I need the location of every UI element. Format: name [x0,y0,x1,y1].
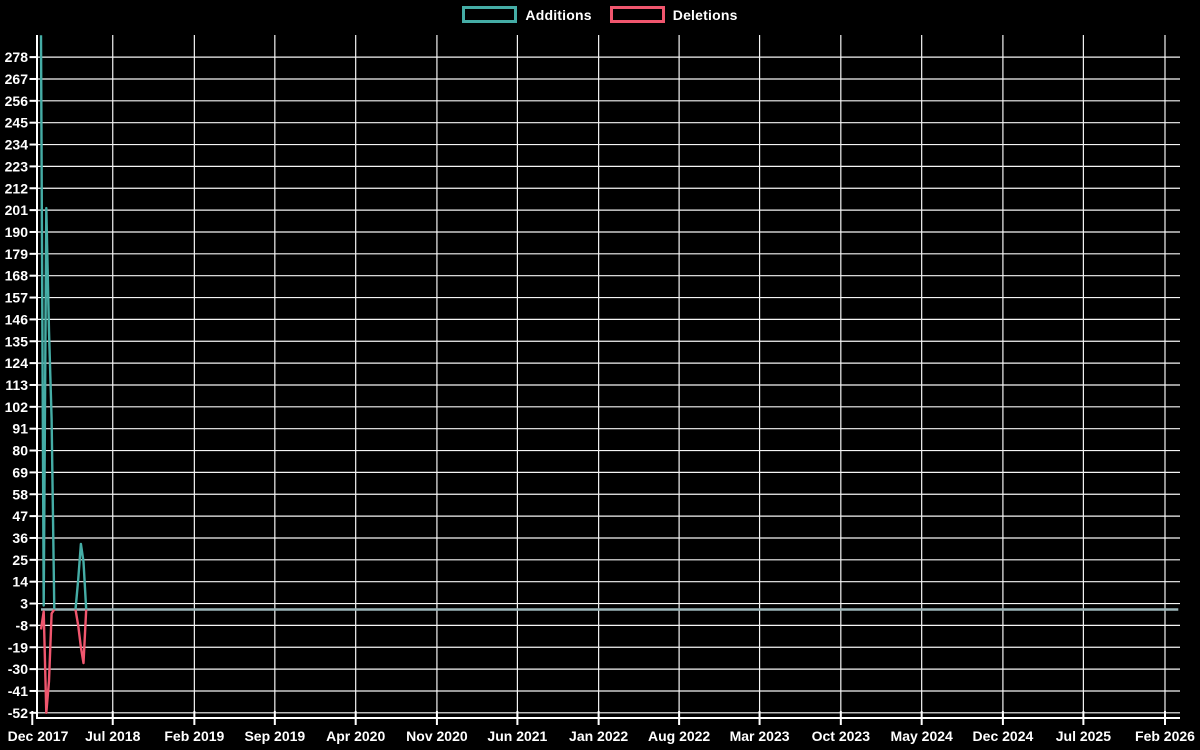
y-tick-label: 234 [5,137,29,153]
y-tick-label: 47 [12,508,28,524]
y-tick-label: 69 [12,464,28,480]
x-tick-label: Oct 2023 [812,728,871,744]
x-tick-label: Jan 2022 [569,728,628,744]
x-tick-label: Apr 2020 [326,728,385,744]
y-tick-label: 190 [5,224,29,240]
x-tick-label: Jun 2021 [487,728,547,744]
y-tick-label: 179 [5,246,29,262]
y-tick-label: 25 [12,552,28,568]
y-tick-label: -30 [8,661,28,677]
y-tick-label: -8 [16,617,29,633]
y-tick-label: 157 [5,290,29,306]
y-tick-label: 14 [12,574,28,590]
y-tick-label: 113 [5,377,28,393]
x-tick-label: Jul 2025 [1056,728,1111,744]
deletions-legend-label: Deletions [672,6,738,23]
y-tick-label: 267 [5,71,29,87]
additions-series-line [74,542,88,610]
y-tick-label: 146 [5,311,29,327]
y-tick-label: -52 [8,705,28,721]
y-tick-label: 91 [12,421,28,437]
y-tick-label: 168 [5,268,29,284]
additions-line-swatch [462,6,518,23]
y-tick-label: 80 [12,443,28,459]
x-tick-label: Jul 2018 [85,728,140,744]
y-tick-label: -41 [8,683,28,699]
y-tick-label: 223 [5,158,29,174]
y-tick-label: 245 [5,115,29,131]
y-tick-label: 201 [5,202,29,218]
y-tick-label: 36 [12,530,28,546]
additions-series-line [39,35,56,610]
deletions-series-line [74,609,88,665]
legend-item-additions: Additions [462,6,592,23]
deletions-series-line [39,608,56,714]
y-tick-label: 278 [5,49,29,65]
x-tick-label: Feb 2019 [164,728,224,744]
y-tick-label: 124 [5,355,29,371]
x-tick-label: Aug 2022 [648,728,710,744]
y-tick-label: 135 [5,333,29,349]
x-tick-label: May 2024 [891,728,953,744]
y-tick-label: 3 [20,596,28,612]
x-tick-label: Feb 2026 [1135,728,1195,744]
x-tick-label: Nov 2020 [406,728,468,744]
deletions-line-swatch [609,6,665,23]
x-tick-label: Dec 2017 [8,728,69,744]
y-tick-label: 58 [12,486,28,502]
y-tick-label: 102 [5,399,29,415]
chart-legend: Additions Deletions [0,6,1200,23]
y-tick-label: 256 [5,93,29,109]
y-tick-label: 212 [5,180,29,196]
x-tick-label: Dec 2024 [973,728,1034,744]
x-tick-label: Sep 2019 [244,728,305,744]
legend-item-deletions: Deletions [609,6,738,23]
y-tick-label: -19 [8,639,28,655]
x-tick-label: Mar 2023 [730,728,790,744]
additions-legend-label: Additions [525,6,592,23]
